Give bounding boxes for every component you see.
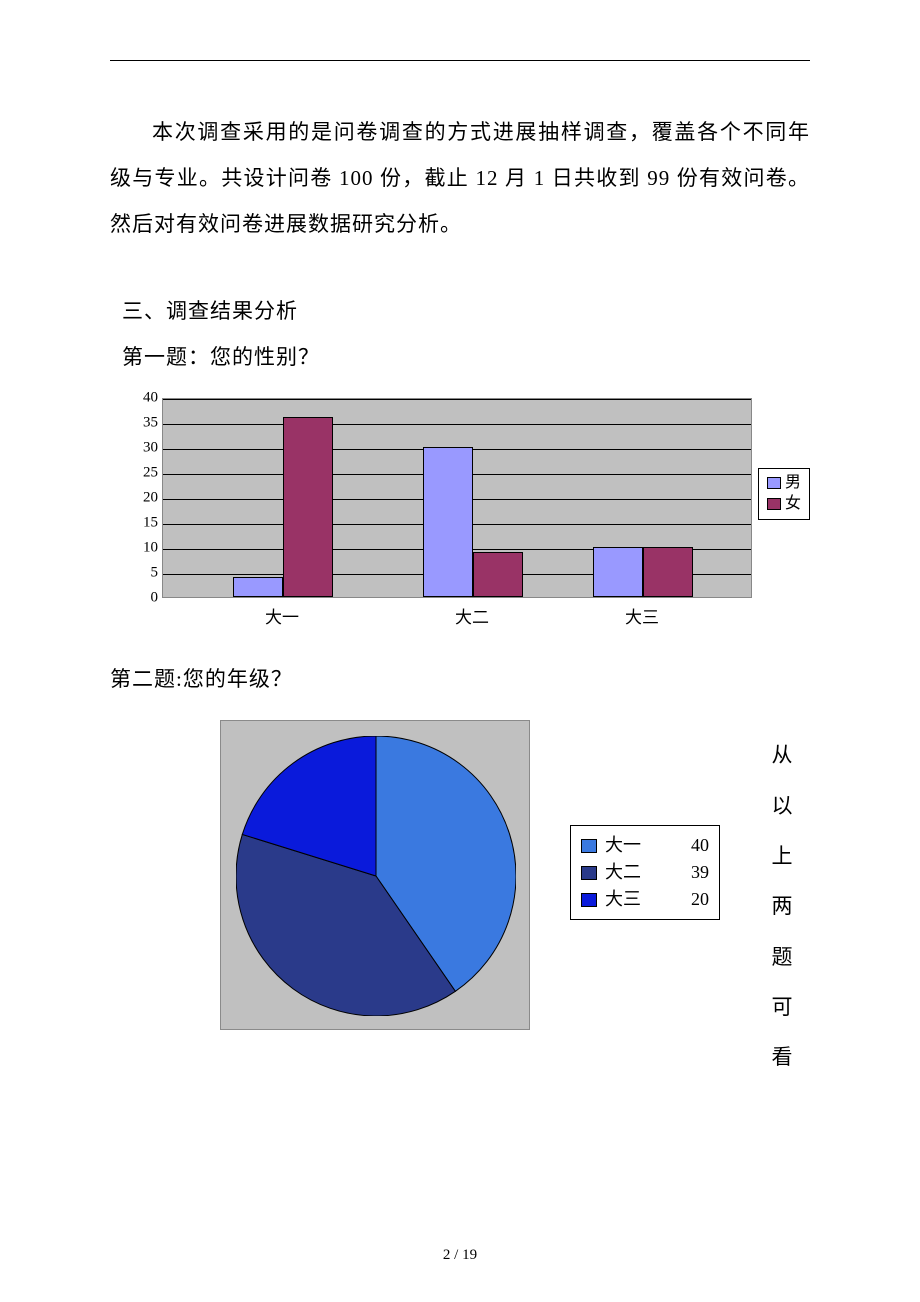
side-text-char: 看	[770, 1032, 794, 1082]
legend-label: 大二	[605, 859, 683, 886]
intro-paragraph: 本次调查采用的是问卷调查的方式进展抽样调查，覆盖各个不同年级与专业。共设计问卷 …	[110, 109, 810, 248]
bar-chart-bar	[473, 552, 523, 597]
legend-label: 大一	[605, 832, 683, 859]
bar-chart-legend-item: 女	[767, 494, 801, 515]
bar-chart-ytick: 35	[122, 414, 158, 431]
bar-chart-group	[233, 417, 333, 597]
legend-swatch	[581, 893, 597, 907]
side-text-char: 两	[770, 881, 794, 931]
page-footer: 2 / 19	[0, 1247, 920, 1264]
bar-chart-ytick: 5	[122, 564, 158, 581]
bar-chart-gridline	[163, 399, 751, 400]
bar-chart-xlabel: 大一	[232, 603, 332, 628]
pie-chart-legend: 大一 40 大二 39 大三 20	[570, 825, 720, 920]
bar-chart-container: 0510152025303540大一大二大三 男女	[122, 398, 810, 628]
bar-chart-xlabel: 大二	[422, 603, 522, 628]
pie-chart	[236, 736, 516, 1016]
bar-chart-plot-area	[162, 398, 752, 598]
bar-chart-group	[593, 547, 693, 597]
pie-chart-legend-item: 大二 39	[581, 859, 709, 886]
bar-chart-bar	[593, 547, 643, 597]
question-1-label: 第一题：您的性别？	[122, 334, 810, 380]
side-text-char: 以	[770, 781, 794, 831]
pie-chart-row: 大一 40 大二 39 大三 20 从以上两题可看	[110, 720, 810, 1083]
bar-chart-ytick: 0	[122, 589, 158, 606]
top-horizontal-rule	[110, 60, 810, 61]
legend-swatch	[767, 477, 781, 489]
side-text-char: 上	[770, 831, 794, 881]
pie-chart-legend-item: 大一 40	[581, 832, 709, 859]
bar-chart: 0510152025303540大一大二大三	[122, 398, 748, 628]
bar-chart-ytick: 20	[122, 489, 158, 506]
bar-chart-ytick: 30	[122, 439, 158, 456]
legend-value: 20	[691, 886, 709, 913]
legend-value: 40	[691, 832, 709, 859]
pie-chart-box	[220, 720, 530, 1030]
legend-value: 39	[691, 859, 709, 886]
legend-swatch	[581, 866, 597, 880]
question-2-label: 第二题:您的年级？	[110, 656, 810, 702]
bar-chart-ytick: 25	[122, 464, 158, 481]
bar-chart-group	[423, 447, 523, 597]
side-text-char: 题	[770, 932, 794, 982]
bar-chart-legend-item: 男	[767, 473, 801, 494]
bar-chart-ytick: 40	[122, 389, 158, 406]
bar-chart-bar	[233, 577, 283, 597]
legend-label: 大三	[605, 886, 683, 913]
bar-chart-xlabel: 大三	[592, 603, 692, 628]
side-text-char: 从	[770, 730, 794, 780]
legend-swatch	[767, 498, 781, 510]
bar-chart-legend: 男女	[758, 468, 810, 520]
legend-swatch	[581, 839, 597, 853]
legend-label: 男	[785, 473, 801, 494]
bar-chart-bar	[643, 547, 693, 597]
bar-chart-bar	[283, 417, 333, 597]
legend-label: 女	[785, 494, 801, 515]
bar-chart-bar	[423, 447, 473, 597]
side-vertical-text: 从以上两题可看	[770, 730, 794, 1083]
bar-chart-ytick: 10	[122, 539, 158, 556]
pie-chart-legend-item: 大三 20	[581, 886, 709, 913]
section-heading: 三、调查结果分析	[122, 288, 810, 334]
side-text-char: 可	[770, 982, 794, 1032]
bar-chart-ytick: 15	[122, 514, 158, 531]
